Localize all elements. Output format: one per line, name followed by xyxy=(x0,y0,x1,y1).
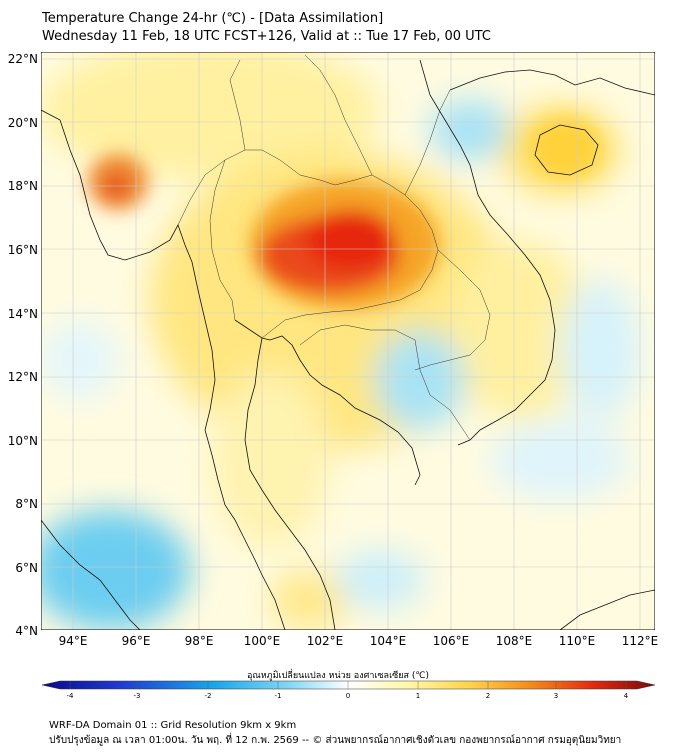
lon-tick: 100°E xyxy=(244,634,281,648)
footer-model-info: WRF-DA Domain 01 :: Grid Resolution 9km … xyxy=(49,720,297,731)
lat-tick: 20°N xyxy=(8,116,38,130)
lon-tick: 108°E xyxy=(496,634,533,648)
colorbar-tick: 1 xyxy=(416,692,420,700)
lat-ticks: 22°N 20°N 18°N 16°N 14°N 12°N 10°N 8°N 6… xyxy=(8,52,38,638)
lat-tick: 18°N xyxy=(8,179,38,193)
lon-tick: 98°E xyxy=(185,634,214,648)
lat-tick: 8°N xyxy=(15,497,38,511)
temperature-field xyxy=(41,52,655,630)
lon-tick: 104°E xyxy=(370,634,407,648)
colorbar-tick: 0 xyxy=(346,692,350,700)
lat-tick: 6°N xyxy=(15,561,38,575)
colorbar-tick: -1 xyxy=(275,692,282,700)
lon-tick: 96°E xyxy=(122,634,151,648)
colorbar-tick: -2 xyxy=(205,692,212,700)
lon-tick: 94°E xyxy=(59,634,88,648)
colorbar-tick: 3 xyxy=(554,692,558,700)
lat-tick: 22°N xyxy=(8,52,38,66)
chart-subtitle: Wednesday 11 Feb, 18 UTC FCST+126, Valid… xyxy=(42,29,491,44)
lat-tick: 4°N xyxy=(15,624,38,638)
colorbar-label: อุณหภูมิเปลี่ยนแปลง หน่วย องศาเซลเซียส (… xyxy=(246,671,430,681)
lat-tick: 14°N xyxy=(8,307,38,321)
lon-tick: 112°E xyxy=(622,634,659,648)
colorbar-tick: -3 xyxy=(134,692,141,700)
colorbar-tick: 2 xyxy=(486,692,490,700)
lon-ticks: 94°E 96°E 98°E 100°E 102°E 104°E 106°E 1… xyxy=(59,634,659,648)
footer-credit: ปรับปรุงข้อมูล ณ เวลา 01:00น. วัน พฤ. ที… xyxy=(49,735,622,746)
lat-tick: 16°N xyxy=(8,243,38,257)
lon-tick: 102°E xyxy=(307,634,344,648)
colorbar-ramp xyxy=(41,680,656,690)
lat-tick: 12°N xyxy=(8,370,38,384)
lat-tick: 10°N xyxy=(8,434,38,448)
coastlines xyxy=(41,59,655,630)
lon-tick: 110°E xyxy=(559,634,596,648)
chart-title: Temperature Change 24-hr (℃) - [Data Ass… xyxy=(42,11,384,26)
colorbar-tick: 4 xyxy=(624,692,629,700)
colorbar-tick: -4 xyxy=(67,692,75,700)
graticule xyxy=(41,52,655,630)
colorbar: -4 -3 -2 -1 0 1 2 3 4 xyxy=(41,680,656,700)
lon-tick: 106°E xyxy=(433,634,470,648)
country-borders xyxy=(177,54,491,441)
